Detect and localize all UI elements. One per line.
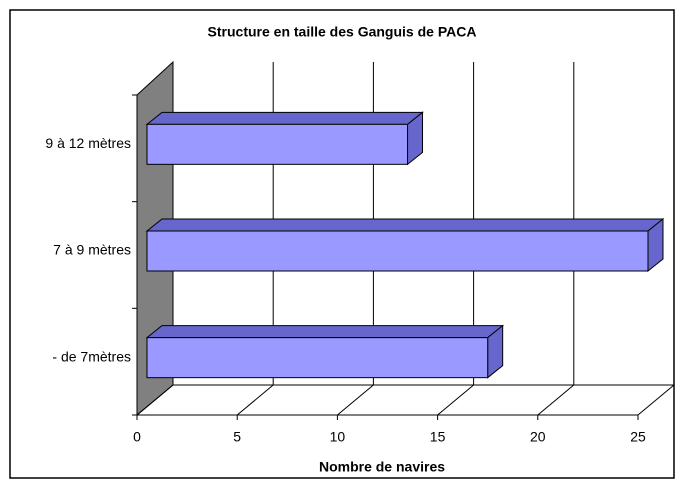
floor-line <box>136 384 174 416</box>
bar <box>146 123 409 165</box>
x-tick-label: 0 <box>133 429 141 445</box>
x-axis-label: Nombre de navires <box>319 459 445 475</box>
bar <box>146 337 489 379</box>
floor-line <box>236 384 274 416</box>
bar-top <box>145 111 424 125</box>
chart-title: Structure en taille des Ganguis de PACA <box>208 24 477 40</box>
bar-top <box>145 218 665 232</box>
bar-top <box>145 325 505 339</box>
y-tick-label: 7 à 9 mètres <box>53 242 131 258</box>
x-tick-label: 20 <box>530 429 546 445</box>
x-tick-label: 5 <box>233 429 241 445</box>
y-tick-label: - de 7mètres <box>52 348 131 364</box>
floor-line <box>437 384 474 416</box>
floor-line <box>337 384 374 416</box>
floor-line <box>537 384 575 416</box>
floor-line <box>637 384 675 416</box>
x-tick-label: 15 <box>430 429 446 445</box>
bar <box>146 230 649 272</box>
y-tick-label: 9 à 12 mètres <box>45 135 131 151</box>
x-tick-label: 10 <box>330 429 346 445</box>
x-tick-label: 25 <box>630 429 646 445</box>
